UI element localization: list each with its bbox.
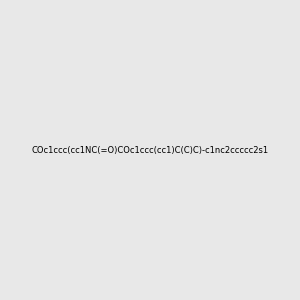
Text: COc1ccc(cc1NC(=O)COc1ccc(cc1)C(C)C)-c1nc2ccccc2s1: COc1ccc(cc1NC(=O)COc1ccc(cc1)C(C)C)-c1nc… [32,146,268,154]
